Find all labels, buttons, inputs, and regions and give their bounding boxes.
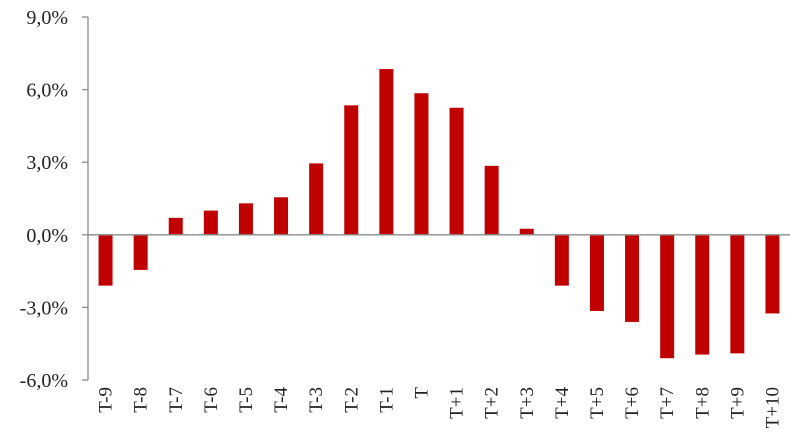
bar-T-4 bbox=[274, 197, 289, 235]
axes bbox=[82, 16, 790, 381]
bar-T+6 bbox=[625, 234, 640, 322]
x-tick-label: T-9 bbox=[96, 387, 117, 413]
x-tick-label: T+7 bbox=[657, 387, 678, 419]
bar-T+3 bbox=[519, 228, 534, 235]
x-tick-label: T-8 bbox=[131, 387, 152, 413]
y-tick-label: -6,0% bbox=[20, 370, 68, 392]
bar-T-9 bbox=[98, 234, 113, 286]
bar-T+9 bbox=[730, 234, 745, 354]
y-tick-label: 6,0% bbox=[26, 80, 68, 102]
x-tick-label: T+1 bbox=[447, 387, 468, 419]
bar-T+5 bbox=[589, 234, 604, 312]
bar-T+10 bbox=[765, 234, 780, 314]
bar-T-6 bbox=[203, 210, 218, 235]
x-axis-tick-labels: T-9 T-8 T-7 T-6 T-5 T-4 T-3 T-2 T-1 T T+1 T+2 T+3 T+4… bbox=[96, 387, 784, 429]
x-tick-label: T bbox=[411, 387, 432, 399]
bar-T-7 bbox=[168, 217, 183, 235]
y-tick-label: 0,0% bbox=[26, 225, 68, 247]
bar-T+4 bbox=[554, 234, 569, 286]
x-tick-label: T-3 bbox=[306, 387, 327, 413]
x-tick-label: T-2 bbox=[341, 387, 362, 413]
x-tick-label: T-1 bbox=[376, 387, 397, 413]
x-tick-label: T-7 bbox=[166, 387, 187, 413]
bar-T+8 bbox=[695, 234, 710, 355]
bar-T+2 bbox=[484, 165, 499, 235]
bar-T-8 bbox=[133, 234, 148, 270]
y-tick-label: 9,0% bbox=[26, 7, 68, 29]
x-tick-label: T-5 bbox=[236, 387, 257, 413]
x-tick-label: T+4 bbox=[552, 387, 573, 419]
x-tick-label: T+3 bbox=[517, 387, 538, 419]
x-tick-label: T-4 bbox=[271, 387, 292, 413]
x-tick-label: T+9 bbox=[727, 387, 748, 419]
y-tick-label: 3,0% bbox=[26, 152, 68, 174]
bar-T+1 bbox=[449, 107, 464, 235]
bar-T-5 bbox=[238, 203, 253, 235]
bar-T-2 bbox=[344, 105, 359, 235]
bar-T-1 bbox=[379, 69, 394, 235]
y-tick-label: -3,0% bbox=[20, 297, 68, 319]
x-tick-label: T+8 bbox=[692, 387, 713, 419]
x-tick-label: T+10 bbox=[762, 387, 783, 428]
bar-T+7 bbox=[660, 234, 675, 359]
bar-series bbox=[98, 69, 780, 359]
x-tick-label: T-6 bbox=[201, 387, 222, 413]
x-tick-label: T+2 bbox=[482, 387, 503, 419]
bar-T-3 bbox=[309, 163, 324, 235]
x-tick-label: T+5 bbox=[587, 387, 608, 419]
y-axis-tick-labels: -6,0% -3,0% 0,0% 3,0% 6,0% 9,0% bbox=[20, 7, 68, 392]
x-tick-label: T+6 bbox=[622, 387, 643, 419]
bar-T bbox=[414, 93, 429, 235]
